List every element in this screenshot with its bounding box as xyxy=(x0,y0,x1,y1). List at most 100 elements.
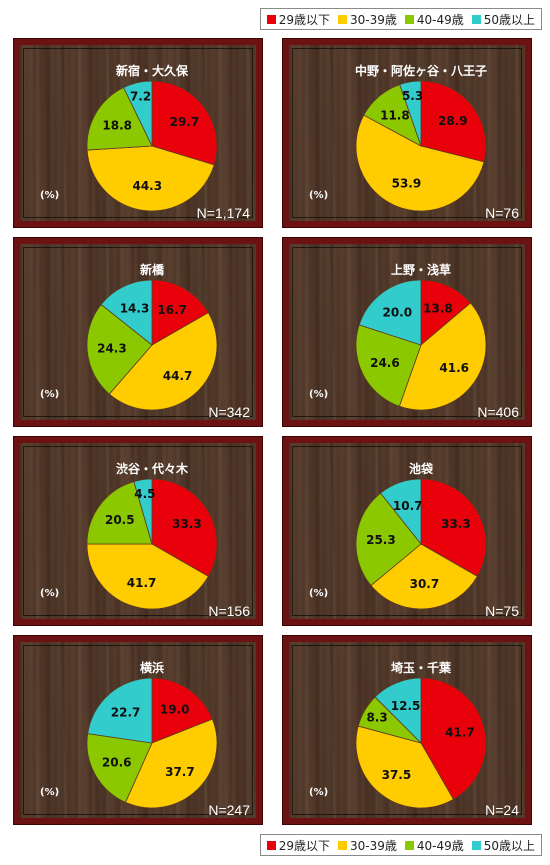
data-label-under-29: 33.3 xyxy=(441,517,471,531)
data-label-50-plus: 14.3 xyxy=(120,302,150,316)
pie-slice-50-plus xyxy=(399,80,422,147)
legend-swatch xyxy=(471,14,481,24)
data-label-40-49: 11.8 xyxy=(380,108,410,122)
legend-item-under-29: 29歳以下 xyxy=(266,11,330,28)
pie-slice-under-29 xyxy=(420,279,472,346)
data-label-40-49: 20.6 xyxy=(102,755,132,769)
data-label-under-29: 19.0 xyxy=(160,703,190,717)
data-label-under-29: 29.7 xyxy=(170,115,200,129)
pie-slice-under-29 xyxy=(420,80,487,163)
chart-panel-shinjuku: 新宿・大久保 29.7 44.3 18.8 7.2 (%) N=1,174 xyxy=(13,38,263,228)
sample-size-label: N=406 xyxy=(477,404,519,420)
pie-slice-40-49 xyxy=(86,87,153,151)
data-label-30-39: 30.7 xyxy=(410,577,440,591)
legend-label: 30-39歳 xyxy=(349,838,397,853)
chart-title: 埼玉・千葉 xyxy=(391,660,452,675)
legend-label: 50歳以上 xyxy=(483,12,535,27)
pie-slice-40-49 xyxy=(355,324,422,407)
data-label-50-plus: 12.5 xyxy=(391,699,421,713)
pie-chart: 埼玉・千葉 41.7 37.5 8.3 12.5 (%) N=24 xyxy=(309,660,519,818)
data-label-30-39: 41.6 xyxy=(439,361,469,375)
pie-slice-under-29 xyxy=(420,677,487,800)
chart-panel-yokohama: 横浜 19.0 37.7 20.6 22.7 (%) N=247 xyxy=(13,635,263,825)
chart-title: 渋谷・代々木 xyxy=(116,461,189,476)
pie-slice-under-29 xyxy=(151,279,209,346)
pie-slice-under-29 xyxy=(151,478,218,577)
chart-panel-nakano: 中野・阿佐ヶ谷・八王子 28.9 53.9 11.8 5.3 (%) N=76 xyxy=(282,38,532,228)
pie-slice-50-plus xyxy=(100,279,153,346)
legend-swatch xyxy=(404,14,414,24)
data-label-40-49: 8.3 xyxy=(366,711,387,725)
chart-title: 新宿・大久保 xyxy=(116,63,189,78)
data-label-under-29: 28.9 xyxy=(438,114,468,128)
data-label-50-plus: 20.0 xyxy=(382,305,412,319)
legend-label: 40-49歳 xyxy=(416,12,464,27)
unit-label: (%) xyxy=(309,389,328,400)
unit-label: (%) xyxy=(40,389,59,400)
pie-chart: 新橋 16.7 44.7 24.3 14.3 (%) N=342 xyxy=(40,262,250,420)
legend-label: 30-39歳 xyxy=(349,12,397,27)
pie-chart: 中野・阿佐ヶ谷・八王子 28.9 53.9 11.8 5.3 (%) N=76 xyxy=(309,63,519,221)
unit-label: (%) xyxy=(40,787,59,798)
data-label-under-29: 33.3 xyxy=(172,517,202,531)
unit-label: (%) xyxy=(309,190,328,201)
pie-chart: 新宿・大久保 29.7 44.3 18.8 7.2 (%) N=1,174 xyxy=(40,63,251,221)
data-label-under-29: 16.7 xyxy=(157,303,187,317)
pie-slice-30-39 xyxy=(124,718,218,809)
legend-label: 29歳以下 xyxy=(278,12,330,27)
pie-chart: 池袋 33.3 30.7 25.3 10.7 (%) N=75 xyxy=(309,461,519,619)
chart-title: 中野・阿佐ヶ谷・八王子 xyxy=(355,63,487,78)
legend-item-50-plus: 50歳以上 xyxy=(471,837,535,854)
pie-slice-50-plus xyxy=(123,80,153,147)
sample-size-label: N=76 xyxy=(485,205,519,221)
pie-slice-30-39 xyxy=(355,725,454,809)
legend-item-30-39: 30-39歳 xyxy=(337,11,397,28)
data-label-50-plus: 4.5 xyxy=(134,487,155,501)
pie-slice-30-39 xyxy=(86,543,209,610)
pie-slice-under-29 xyxy=(151,677,213,744)
legend-bottom: 29歳以下 30-39歳 40-49歳 50歳以上 xyxy=(259,834,542,856)
unit-label: (%) xyxy=(309,787,328,798)
pie-slice-30-39 xyxy=(370,543,478,610)
chart-title: 池袋 xyxy=(409,461,434,476)
data-label-50-plus: 7.2 xyxy=(130,90,151,104)
legend-label: 40-49歳 xyxy=(416,838,464,853)
legend-swatch xyxy=(266,14,276,24)
data-label-40-49: 25.3 xyxy=(366,533,396,547)
pie-slice-40-49 xyxy=(86,303,153,395)
pie-slice-under-29 xyxy=(151,80,218,166)
pie-slice-40-49 xyxy=(355,492,422,586)
pie-slice-50-plus xyxy=(374,677,422,744)
chart-title: 新橋 xyxy=(140,262,165,277)
data-label-30-39: 41.7 xyxy=(127,576,157,590)
legend-top: 29歳以下 30-39歳 40-49歳 50歳以上 xyxy=(259,8,542,30)
legend-item-40-49: 40-49歳 xyxy=(404,837,464,854)
unit-label: (%) xyxy=(309,588,328,599)
legend-item-30-39: 30-39歳 xyxy=(337,837,397,854)
data-label-50-plus: 5.3 xyxy=(402,89,423,103)
data-label-30-39: 44.7 xyxy=(163,369,193,383)
data-label-30-39: 53.9 xyxy=(392,177,422,191)
pie-slice-30-39 xyxy=(108,312,218,411)
data-label-50-plus: 22.7 xyxy=(111,706,141,720)
data-label-30-39: 37.5 xyxy=(382,768,412,782)
pie-chart: 渋谷・代々木 33.3 41.7 20.5 4.5 (%) N=156 xyxy=(40,461,250,619)
sample-size-label: N=1,174 xyxy=(197,205,251,221)
data-label-50-plus: 10.7 xyxy=(393,499,423,513)
data-label-under-29: 41.7 xyxy=(445,726,475,740)
pie-slice-50-plus xyxy=(87,677,153,744)
legend-swatch xyxy=(337,14,347,24)
legend-swatch xyxy=(404,840,414,850)
sample-size-label: N=247 xyxy=(208,802,250,818)
pie-slice-30-39 xyxy=(398,302,487,411)
unit-label: (%) xyxy=(40,190,59,201)
pie-chart: 横浜 19.0 37.7 20.6 22.7 (%) N=247 xyxy=(40,660,250,818)
pie-slice-30-39 xyxy=(86,145,215,212)
pie-slice-50-plus xyxy=(358,279,422,346)
sample-size-label: N=75 xyxy=(485,603,519,619)
chart-panel-saitama: 埼玉・千葉 41.7 37.5 8.3 12.5 (%) N=24 xyxy=(282,635,532,825)
pie-slice-under-29 xyxy=(420,478,487,577)
legend-item-under-29: 29歳以下 xyxy=(266,837,330,854)
chart-title: 上野・浅草 xyxy=(391,262,451,277)
sample-size-label: N=342 xyxy=(208,404,250,420)
